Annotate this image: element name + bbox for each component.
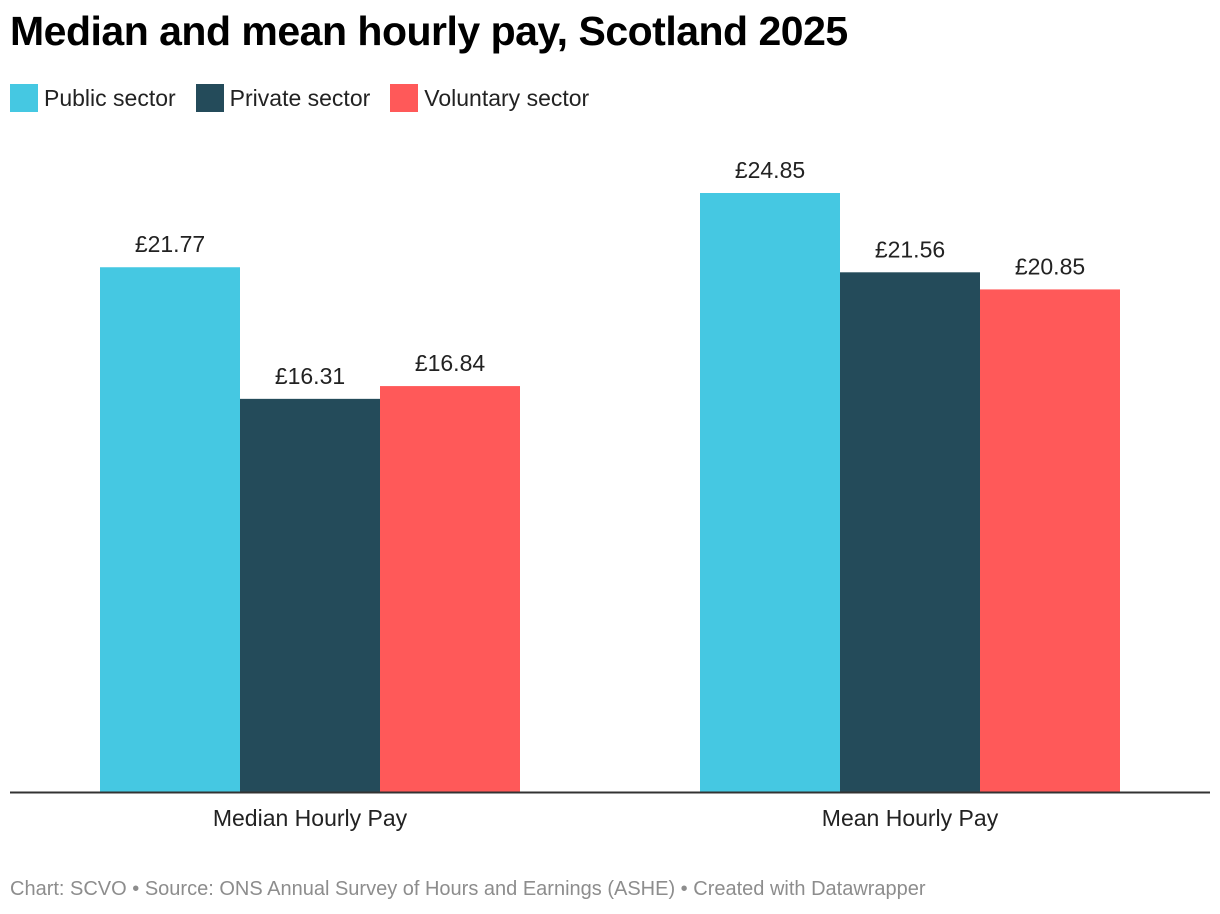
- value-label-private-sector-median-hourly-pay: £16.31: [275, 363, 345, 389]
- footer-separator: •: [680, 878, 688, 900]
- category-label-mean-hourly-pay: Mean Hourly Pay: [822, 805, 999, 831]
- bar-chart: £21.77 £16.31 £16.84 Median Hourly Pay £24.8…: [10, 157, 1210, 831]
- legend-item-private-sector: Private sector: [195, 84, 371, 112]
- bar-private-sector-mean-hourly-pay: [840, 272, 980, 793]
- footer-source: Source: ONS Annual Survey of Hours and E…: [144, 878, 676, 900]
- legend: Public sector Private sector Voluntary s…: [10, 84, 609, 112]
- footer-chart-credit: Chart: SCVO: [10, 878, 127, 900]
- chart-title: Median and mean hourly pay, Scotland 202…: [10, 8, 848, 54]
- legend-label-voluntary-sector: Voluntary sector: [424, 84, 590, 111]
- value-label-public-sector-mean-hourly-pay: £24.85: [735, 157, 805, 183]
- legend-label-public-sector: Public sector: [44, 84, 176, 111]
- legend-swatch-public-sector: [10, 84, 38, 112]
- legend-swatch-voluntary-sector: [390, 84, 419, 112]
- value-label-voluntary-sector-median-hourly-pay: £16.84: [415, 350, 486, 376]
- value-label-private-sector-mean-hourly-pay: £21.56: [875, 236, 945, 262]
- bar-voluntary-sector-mean-hourly-pay: [980, 289, 1120, 792]
- legend-label-private-sector: Private sector: [229, 84, 371, 111]
- legend-item-voluntary-sector: Voluntary sector: [390, 84, 589, 112]
- category-label-median-hourly-pay: Median Hourly Pay: [213, 805, 408, 831]
- legend-swatch-private-sector: [195, 84, 224, 112]
- bar-public-sector-median-hourly-pay: [100, 267, 240, 792]
- chart-footer: Chart: SCVO • Source: ONS Annual Survey …: [10, 878, 926, 901]
- legend-item-public-sector: Public sector: [10, 84, 176, 112]
- bar-voluntary-sector-median-hourly-pay: [380, 386, 520, 792]
- bar-private-sector-median-hourly-pay: [240, 398, 380, 792]
- value-label-voluntary-sector-mean-hourly-pay: £20.85: [1015, 253, 1085, 279]
- footer-separator: •: [132, 878, 140, 900]
- bar-public-sector-mean-hourly-pay: [700, 193, 840, 792]
- value-label-public-sector-median-hourly-pay: £21.77: [135, 231, 205, 257]
- footer-tool-credit: Created with Datawrapper: [693, 878, 926, 900]
